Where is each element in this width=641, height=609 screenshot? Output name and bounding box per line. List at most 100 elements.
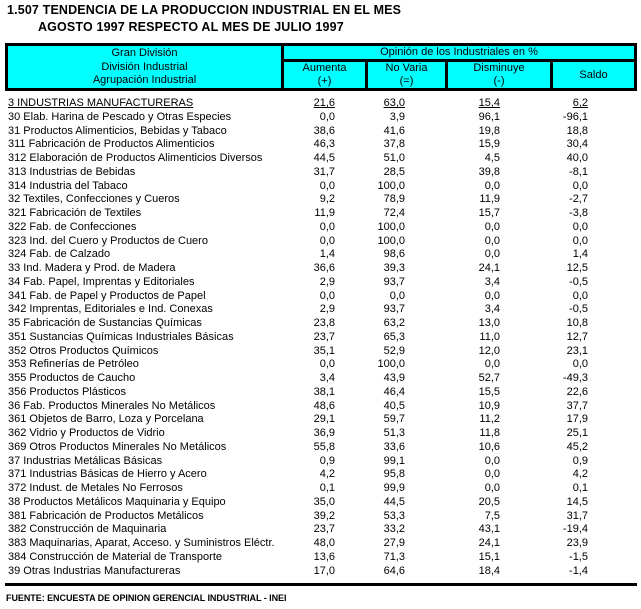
row-value-disminuye: 0,0: [484, 248, 500, 261]
table-row: 3 INDUSTRIAS MANUFACTURERAS 21,6 63,0 15,4 6…: [5, 97, 637, 111]
row-label: 3 INDUSTRIAS MANUFACTURERAS: [8, 97, 194, 109]
header-division-industrial: División Industrial: [101, 60, 188, 73]
row-value-no-varia: 51,0: [383, 152, 405, 164]
row-value-saldo: 0,0: [572, 179, 588, 192]
table-row: 30 Elab. Harina de Pescado y Otras Espec…: [5, 111, 637, 125]
row-value-saldo: 23,1: [566, 344, 588, 357]
header-cell-disminuye: Disminuye (-): [448, 62, 550, 88]
row-value-aumenta: 1,4: [319, 248, 335, 261]
row-value-no-varia: 63,0: [383, 97, 405, 109]
row-value-saldo: 0,0: [572, 234, 588, 247]
row-value-no-varia: 95,8: [383, 468, 405, 481]
row-value-saldo: 14,5: [566, 495, 588, 508]
row-value-saldo: -96,1: [562, 110, 588, 123]
row-value-aumenta: 48,6: [313, 399, 335, 412]
row-value-no-varia: 93,7: [383, 275, 405, 288]
row-value-saldo: 10,8: [566, 317, 588, 329]
table-row: 314 Industria del Tabaco 0,0 100,0 0,0 0,0: [5, 180, 637, 194]
row-value-no-varia: 46,4: [383, 385, 405, 398]
table-row: 381 Fabricación de Productos Metálicos 39…: [5, 510, 637, 524]
table-row: 37 Industrias Metálicas Básicas 0,9 99,1 0,…: [5, 455, 637, 469]
row-label: 383 Maquinarias, Aparat, Acceso. y Sumin…: [8, 537, 275, 549]
row-value-aumenta: 0,0: [319, 358, 335, 371]
row-label: 36 Fab. Productos Minerales No Metálicos: [8, 399, 216, 412]
table-row: 372 Indust. de Metales No Ferrosos 0,1 99,…: [5, 482, 637, 496]
row-label: 361 Objetos de Barro, Loza y Porcelana: [8, 413, 204, 426]
row-value-no-varia: 44,5: [383, 495, 405, 508]
row-value-disminuye: 10,9: [478, 399, 500, 412]
row-value-saldo: 12,5: [566, 262, 588, 274]
table-row: 324 Fab. de Calzado 1,4 98,6 0,0 1,4: [5, 248, 637, 262]
table-row: 356 Productos Plásticos 38,1 46,4 15,5 22,6: [5, 386, 637, 400]
header-agrupacion-industrial: Agrupación Industrial: [92, 74, 197, 87]
row-value-aumenta: 0,0: [319, 179, 335, 192]
header-cell-aumenta: Aumenta (+): [284, 62, 365, 88]
table-header: Gran División División Industrial Agrupa…: [5, 43, 637, 91]
table-row: 384 Construcción de Material de Transpor…: [5, 551, 637, 565]
row-value-disminuye: 11,9: [479, 193, 500, 206]
table-row: 32 Textiles, Confecciones y Cueros 9,2 78,…: [5, 193, 637, 207]
row-value-disminuye: 0,0: [484, 468, 500, 481]
row-label: 312 Elaboración de Productos Alimenticio…: [8, 152, 263, 164]
row-value-disminuye: 0,0: [484, 220, 500, 233]
row-label: 381 Fabricación de Productos Metálicos: [8, 509, 204, 522]
row-label: 371 Industrias Básicas de Hierro y Acero: [8, 468, 207, 481]
row-value-aumenta: 0,0: [319, 220, 335, 233]
table-row: 322 Fab. de Confecciones 0,0 100,0 0,0 0,0: [5, 221, 637, 235]
row-label: 39 Otras Industrias Manufactureras: [8, 564, 181, 577]
row-value-aumenta: 13,6: [313, 550, 335, 563]
row-value-saldo: 0,9: [572, 454, 588, 467]
row-value-disminuye: 15,7: [478, 207, 500, 219]
row-value-no-varia: 41,6: [383, 124, 405, 137]
table-row: 369 Otros Productos Minerales No Metálic…: [5, 441, 637, 455]
row-label: 33 Ind. Madera y Prod. de Madera: [8, 262, 176, 274]
row-value-saldo: -2,7: [569, 193, 588, 206]
row-value-disminuye: 0,0: [484, 289, 500, 302]
row-label: 353 Refinerías de Petróleo: [8, 358, 139, 371]
row-value-no-varia: 98,6: [383, 248, 405, 261]
row-value-no-varia: 78,9: [383, 193, 405, 206]
row-value-disminuye: 11,8: [479, 427, 500, 439]
row-value-aumenta: 36,9: [313, 427, 335, 439]
row-label: 311 Fabricación de Productos Alimenticio…: [8, 138, 215, 151]
row-value-aumenta: 46,3: [313, 138, 335, 151]
table-row: 352 Otros Productos Químicos 35,1 52,9 12,0…: [5, 345, 637, 359]
source-note: FUENTE: ENCUESTA DE OPINION GERENCIAL IN…: [6, 593, 287, 603]
row-value-disminuye: 10,6: [478, 440, 500, 453]
page-title-line2: AGOSTO 1997 RESPECTO AL MES DE JULIO 199…: [38, 20, 344, 34]
table-row: 34 Fab. Papel, Imprentas y Editoriales 2,…: [5, 276, 637, 290]
table-body: 3 INDUSTRIAS MANUFACTURERAS 21,6 63,0 15,4 6…: [5, 97, 637, 578]
row-value-saldo: -1,4: [569, 564, 588, 577]
row-value-no-varia: 100,0: [377, 234, 405, 247]
row-label: 30 Elab. Harina de Pescado y Otras Espec…: [8, 110, 232, 123]
row-value-no-varia: 51,3: [383, 427, 405, 439]
row-value-saldo: 4,2: [572, 468, 588, 481]
row-label: 342 Imprentas, Editoriales e Ind. Conexa…: [8, 303, 213, 316]
row-value-saldo: 37,7: [566, 399, 588, 412]
row-value-disminuye: 24,1: [478, 262, 500, 274]
row-value-no-varia: 3,9: [389, 110, 405, 123]
row-value-no-varia: 63,2: [383, 317, 405, 329]
row-value-aumenta: 39,2: [313, 509, 335, 522]
table-row: 342 Imprentas, Editoriales e Ind. Conexa…: [5, 303, 637, 317]
row-value-saldo: 1,4: [572, 248, 588, 261]
row-value-disminuye: 7,5: [484, 509, 500, 522]
table-row: 38 Productos Metálicos Maquinaria y Equi…: [5, 496, 637, 510]
row-value-saldo: -0,5: [569, 275, 588, 288]
row-value-aumenta: 9,2: [319, 193, 335, 206]
table-row: 361 Objetos de Barro, Loza y Porcelana 29…: [5, 413, 637, 427]
row-value-aumenta: 35,0: [313, 495, 335, 508]
row-value-saldo: -49,3: [562, 372, 588, 384]
row-value-disminuye: 3,4: [484, 275, 500, 288]
table-row: 36 Fab. Productos Minerales No Metálicos…: [5, 400, 637, 414]
row-value-aumenta: 17,0: [313, 564, 335, 577]
row-value-no-varia: 28,5: [383, 165, 405, 178]
row-value-disminuye: 0,0: [484, 234, 500, 247]
table-row: 39 Otras Industrias Manufactureras 17,0 64…: [5, 565, 637, 579]
table-row: 355 Productos de Caucho 3,4 43,9 52,7 -49,3: [5, 372, 637, 386]
table-row: 321 Fabricación de Textiles 11,9 72,4 15,7 -…: [5, 207, 637, 221]
header-cell-division: Gran División División Industrial Agrupa…: [8, 46, 281, 88]
row-value-aumenta: 21,6: [313, 97, 335, 109]
row-value-no-varia: 100,0: [377, 179, 405, 192]
